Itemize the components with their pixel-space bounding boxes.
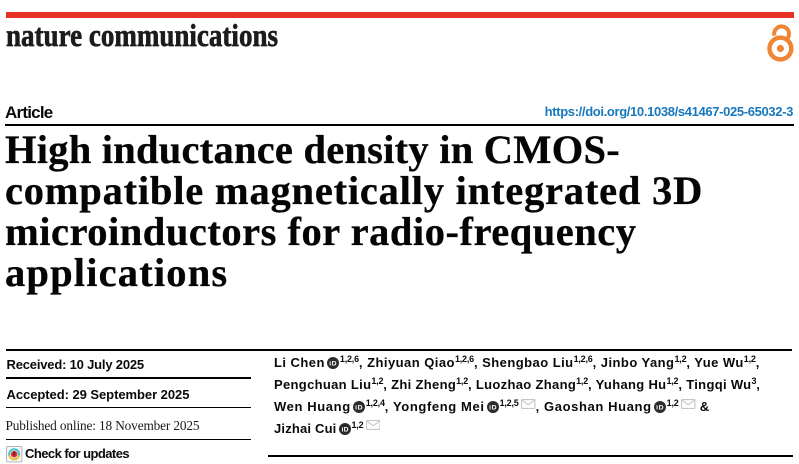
svg-text:iD: iD — [330, 361, 338, 368]
svg-text:iD: iD — [341, 426, 348, 433]
svg-text:iD: iD — [656, 404, 664, 411]
svg-text:iD: iD — [355, 404, 363, 411]
svg-text:iD: iD — [489, 404, 497, 411]
svg-text:nature communications: nature communications — [6, 23, 278, 53]
